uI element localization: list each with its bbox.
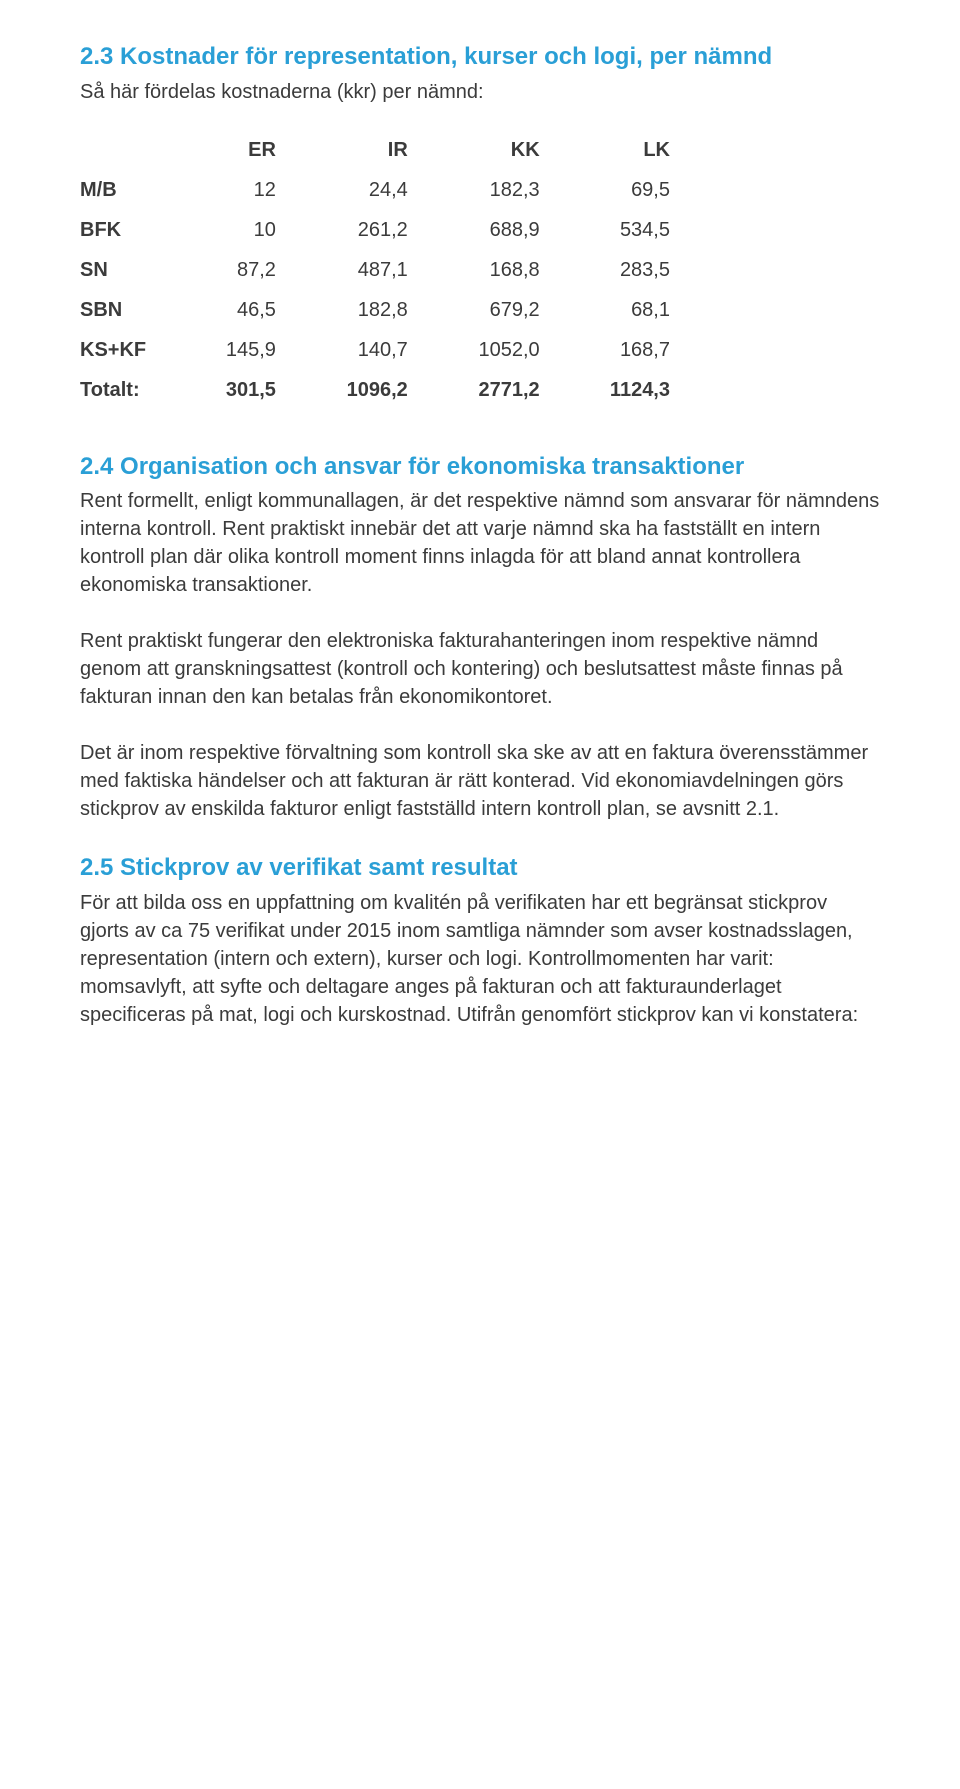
cell: 688,9 bbox=[438, 210, 570, 250]
cell: 140,7 bbox=[306, 330, 438, 370]
cell: 679,2 bbox=[438, 290, 570, 330]
cell: 68,1 bbox=[570, 290, 700, 330]
cell: 1052,0 bbox=[438, 330, 570, 370]
cell: 24,4 bbox=[306, 170, 438, 210]
table-row: SN 87,2 487,1 168,8 283,5 bbox=[80, 250, 700, 290]
cell: 46,5 bbox=[190, 290, 306, 330]
total-cell: 1124,3 bbox=[570, 370, 700, 410]
col-lk: LK bbox=[570, 130, 700, 170]
cell: 87,2 bbox=[190, 250, 306, 290]
cost-table: ER IR KK LK M/B 12 24,4 182,3 69,5 BFK 1… bbox=[80, 130, 700, 410]
table-row: KS+KF 145,9 140,7 1052,0 168,7 bbox=[80, 330, 700, 370]
cell: 182,8 bbox=[306, 290, 438, 330]
table-total-row: Totalt: 301,5 1096,2 2771,2 1124,3 bbox=[80, 370, 700, 410]
section-2-5-p1: För att bilda oss en uppfattning om kval… bbox=[80, 889, 880, 1029]
cell: 534,5 bbox=[570, 210, 700, 250]
row-label: BFK bbox=[80, 210, 190, 250]
cell: 69,5 bbox=[570, 170, 700, 210]
cell: 145,9 bbox=[190, 330, 306, 370]
cell: 10 bbox=[190, 210, 306, 250]
total-cell: 2771,2 bbox=[438, 370, 570, 410]
cell: 283,5 bbox=[570, 250, 700, 290]
cell: 168,7 bbox=[570, 330, 700, 370]
col-er: ER bbox=[190, 130, 306, 170]
total-cell: 301,5 bbox=[190, 370, 306, 410]
cell: 487,1 bbox=[306, 250, 438, 290]
row-label: SBN bbox=[80, 290, 190, 330]
table-row: BFK 10 261,2 688,9 534,5 bbox=[80, 210, 700, 250]
row-label: M/B bbox=[80, 170, 190, 210]
table-row: SBN 46,5 182,8 679,2 68,1 bbox=[80, 290, 700, 330]
col-kk: KK bbox=[438, 130, 570, 170]
table-header-row: ER IR KK LK bbox=[80, 130, 700, 170]
cell: 182,3 bbox=[438, 170, 570, 210]
section-2-3-title: 2.3 Kostnader för representation, kurser… bbox=[80, 40, 880, 74]
total-label: Totalt: bbox=[80, 370, 190, 410]
table-row: M/B 12 24,4 182,3 69,5 bbox=[80, 170, 700, 210]
section-2-4-p2: Rent praktiskt fungerar den elektroniska… bbox=[80, 627, 880, 711]
section-2-4-title: 2.4 Organisation och ansvar för ekonomis… bbox=[80, 450, 880, 484]
page: 2.3 Kostnader för representation, kurser… bbox=[40, 0, 920, 1117]
row-label: SN bbox=[80, 250, 190, 290]
col-blank bbox=[80, 130, 190, 170]
col-ir: IR bbox=[306, 130, 438, 170]
section-2-4-p1: Rent formellt, enligt kommunallagen, är … bbox=[80, 487, 880, 599]
row-label: KS+KF bbox=[80, 330, 190, 370]
cell: 168,8 bbox=[438, 250, 570, 290]
section-2-4-p3: Det är inom respektive förvaltning som k… bbox=[80, 739, 880, 823]
cell: 261,2 bbox=[306, 210, 438, 250]
total-cell: 1096,2 bbox=[306, 370, 438, 410]
section-2-5-title: 2.5 Stickprov av verifikat samt resultat bbox=[80, 851, 880, 885]
section-2-3-intro: Så här fördelas kostnaderna (kkr) per nä… bbox=[80, 78, 880, 106]
cell: 12 bbox=[190, 170, 306, 210]
